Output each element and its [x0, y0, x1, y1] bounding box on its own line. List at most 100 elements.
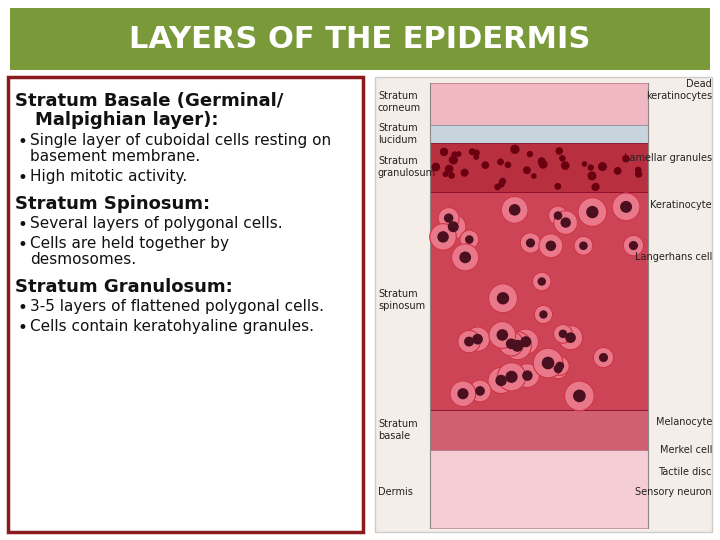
Circle shape	[506, 372, 517, 382]
Circle shape	[488, 367, 514, 394]
Circle shape	[496, 375, 506, 386]
Text: Cells are held together by: Cells are held together by	[30, 236, 229, 251]
Circle shape	[528, 152, 532, 157]
Circle shape	[531, 174, 536, 178]
Circle shape	[456, 152, 461, 156]
Text: Tactile disc: Tactile disc	[659, 467, 712, 477]
Bar	[430, 83, 648, 125]
Circle shape	[560, 156, 565, 161]
Circle shape	[539, 160, 546, 168]
Circle shape	[636, 171, 642, 177]
Text: Stratum
granulosum: Stratum granulosum	[378, 156, 436, 178]
Circle shape	[458, 389, 468, 399]
Text: Stratum
spinosum: Stratum spinosum	[378, 289, 425, 311]
Circle shape	[534, 305, 552, 323]
Text: Keratinocyte: Keratinocyte	[650, 200, 712, 210]
Circle shape	[539, 161, 544, 166]
Circle shape	[612, 193, 640, 221]
Text: Several layers of polygonal cells.: Several layers of polygonal cells.	[30, 216, 283, 231]
Circle shape	[542, 357, 554, 369]
Circle shape	[629, 242, 637, 249]
Bar	[10, 8, 710, 70]
Circle shape	[498, 330, 508, 340]
Circle shape	[476, 387, 484, 395]
Bar	[375, 77, 712, 532]
Text: Stratum Basale (Germinal/: Stratum Basale (Germinal/	[15, 92, 284, 110]
Circle shape	[592, 184, 599, 191]
Circle shape	[523, 167, 530, 173]
Circle shape	[462, 170, 468, 176]
Circle shape	[580, 242, 587, 249]
Circle shape	[574, 390, 585, 402]
Circle shape	[469, 149, 475, 154]
Circle shape	[539, 234, 563, 258]
Circle shape	[446, 165, 453, 172]
Text: Stratum
basale: Stratum basale	[378, 419, 418, 441]
Circle shape	[598, 163, 606, 171]
Circle shape	[549, 206, 567, 225]
Text: •: •	[18, 216, 28, 234]
Circle shape	[588, 172, 595, 180]
Circle shape	[551, 356, 570, 375]
Circle shape	[588, 165, 593, 170]
Circle shape	[554, 212, 562, 219]
Text: Cells contain keratohyaline granules.: Cells contain keratohyaline granules.	[30, 319, 314, 334]
Circle shape	[561, 218, 570, 227]
Circle shape	[636, 167, 641, 173]
Circle shape	[554, 365, 562, 373]
Text: Malpighian layer):: Malpighian layer):	[35, 111, 218, 129]
Text: Sensory neuron: Sensory neuron	[635, 487, 712, 497]
Text: Stratum
lucidum: Stratum lucidum	[378, 123, 418, 145]
Circle shape	[498, 159, 503, 165]
Circle shape	[523, 371, 532, 380]
Circle shape	[489, 322, 516, 348]
Bar	[430, 410, 648, 450]
Text: Dermis: Dermis	[378, 487, 413, 497]
Circle shape	[432, 164, 439, 171]
Circle shape	[489, 284, 518, 313]
Circle shape	[449, 173, 454, 178]
Circle shape	[495, 184, 500, 190]
Circle shape	[557, 362, 564, 369]
Circle shape	[539, 158, 545, 165]
Text: desmosomes.: desmosomes.	[30, 252, 136, 267]
Text: •: •	[18, 299, 28, 317]
Circle shape	[556, 148, 562, 154]
Circle shape	[503, 332, 531, 360]
Circle shape	[593, 184, 599, 189]
Text: •: •	[18, 169, 28, 187]
Circle shape	[444, 172, 448, 177]
Circle shape	[593, 347, 613, 368]
Text: Lamellar granules: Lamellar granules	[624, 153, 712, 163]
Circle shape	[539, 158, 544, 163]
Circle shape	[621, 201, 631, 212]
Circle shape	[458, 330, 480, 353]
Circle shape	[526, 239, 534, 247]
Circle shape	[465, 338, 473, 346]
Circle shape	[623, 156, 629, 162]
Text: Dead
keratinocytes: Dead keratinocytes	[646, 79, 712, 101]
Text: basement membrane.: basement membrane.	[30, 149, 200, 164]
Circle shape	[521, 337, 531, 347]
Circle shape	[587, 207, 598, 218]
Circle shape	[562, 162, 569, 169]
Circle shape	[474, 154, 479, 159]
Circle shape	[507, 339, 516, 348]
Circle shape	[441, 214, 466, 239]
Circle shape	[469, 380, 491, 402]
Circle shape	[501, 197, 528, 223]
Circle shape	[559, 330, 567, 338]
Circle shape	[516, 363, 539, 388]
Bar	[430, 125, 648, 143]
Text: Melanocyte: Melanocyte	[656, 417, 712, 427]
Bar	[8, 77, 363, 532]
Circle shape	[513, 329, 539, 354]
Circle shape	[559, 326, 582, 350]
Circle shape	[539, 278, 545, 285]
Circle shape	[474, 150, 479, 156]
Text: Merkel cell: Merkel cell	[660, 445, 712, 455]
Circle shape	[540, 311, 547, 318]
Circle shape	[500, 178, 505, 184]
Circle shape	[449, 156, 457, 164]
Circle shape	[499, 332, 523, 356]
